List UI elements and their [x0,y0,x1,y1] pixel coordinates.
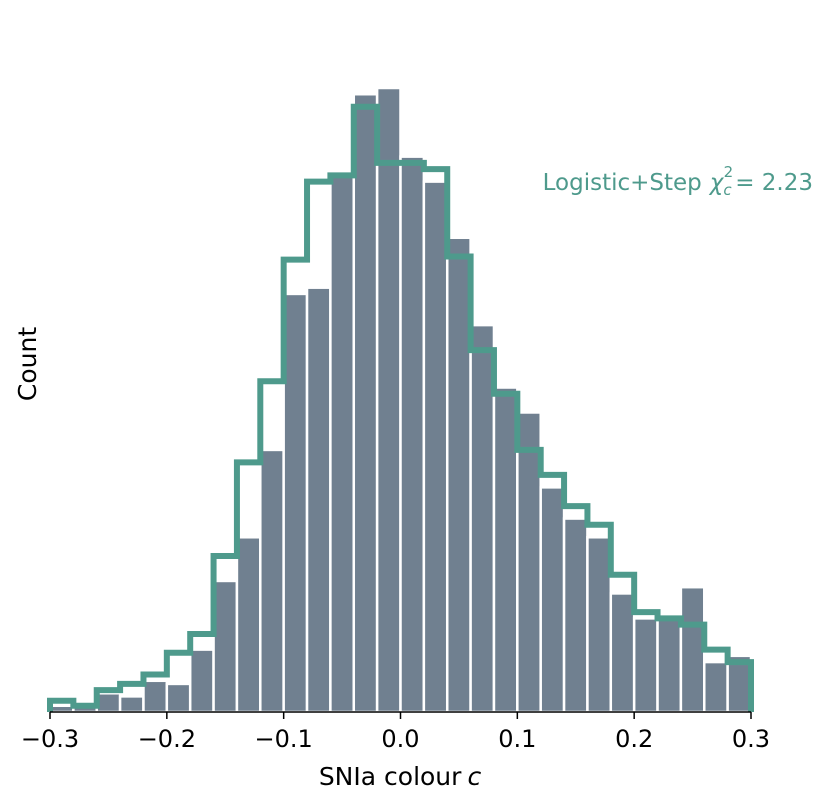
histogram-bar [212,579,239,714]
histogram-bar [375,86,402,714]
y-axis-label: Count [13,327,42,401]
histogram-bar [632,617,659,714]
x-tick-label: −0.2 [138,725,196,753]
histogram-bar [469,323,496,714]
annotation-superscript: 2 [724,163,734,181]
x-tick-label: 0.0 [381,725,419,753]
histogram-bar [609,592,636,714]
histogram-bar [95,692,122,714]
histogram-bar [352,92,379,714]
annotation-chi: χ [708,170,725,196]
histogram-bar [48,704,75,714]
x-axis-label: SNIa colour c [319,762,482,791]
annotation-subscript: c [723,181,732,199]
annotation-value: = 2.23 [735,170,813,196]
histogram-bar [165,682,192,714]
histogram-bar [539,486,566,714]
histogram-bar [586,536,613,714]
x-tick-label: 0.3 [732,725,770,753]
annotation-series-name: Logistic+Step [543,170,702,196]
histogram-bar [259,448,285,714]
histogram-bar [516,411,542,714]
histogram-bar [282,292,309,714]
histogram-bars [48,86,753,714]
x-axis-ticks: −0.3 −0.2 −0.1 0.0 0.1 0.2 0.3 [21,712,770,753]
histogram-bar [445,236,472,714]
histogram-bar [305,286,332,714]
step-line-logistic-step [47,103,754,712]
histogram-bar [329,174,356,714]
histogram-bar [703,660,729,714]
histogram-bar [679,585,706,714]
histogram-bar [422,180,449,714]
x-tick-label: −0.3 [21,725,79,753]
histogram-bar [656,617,683,714]
x-tick-label: 0.1 [498,725,536,753]
histogram-bar [399,155,426,714]
histogram-bar [562,517,589,714]
histogram-bar [235,536,262,714]
series-annotation: Logistic+Step χc2= 2.23 [543,163,813,199]
histogram-bar [118,695,145,714]
x-tick-label: 0.2 [615,725,653,753]
histogram-bar [492,386,519,714]
x-tick-label: −0.1 [255,725,313,753]
histogram-bar [142,679,169,714]
histogram-bar [188,648,215,714]
